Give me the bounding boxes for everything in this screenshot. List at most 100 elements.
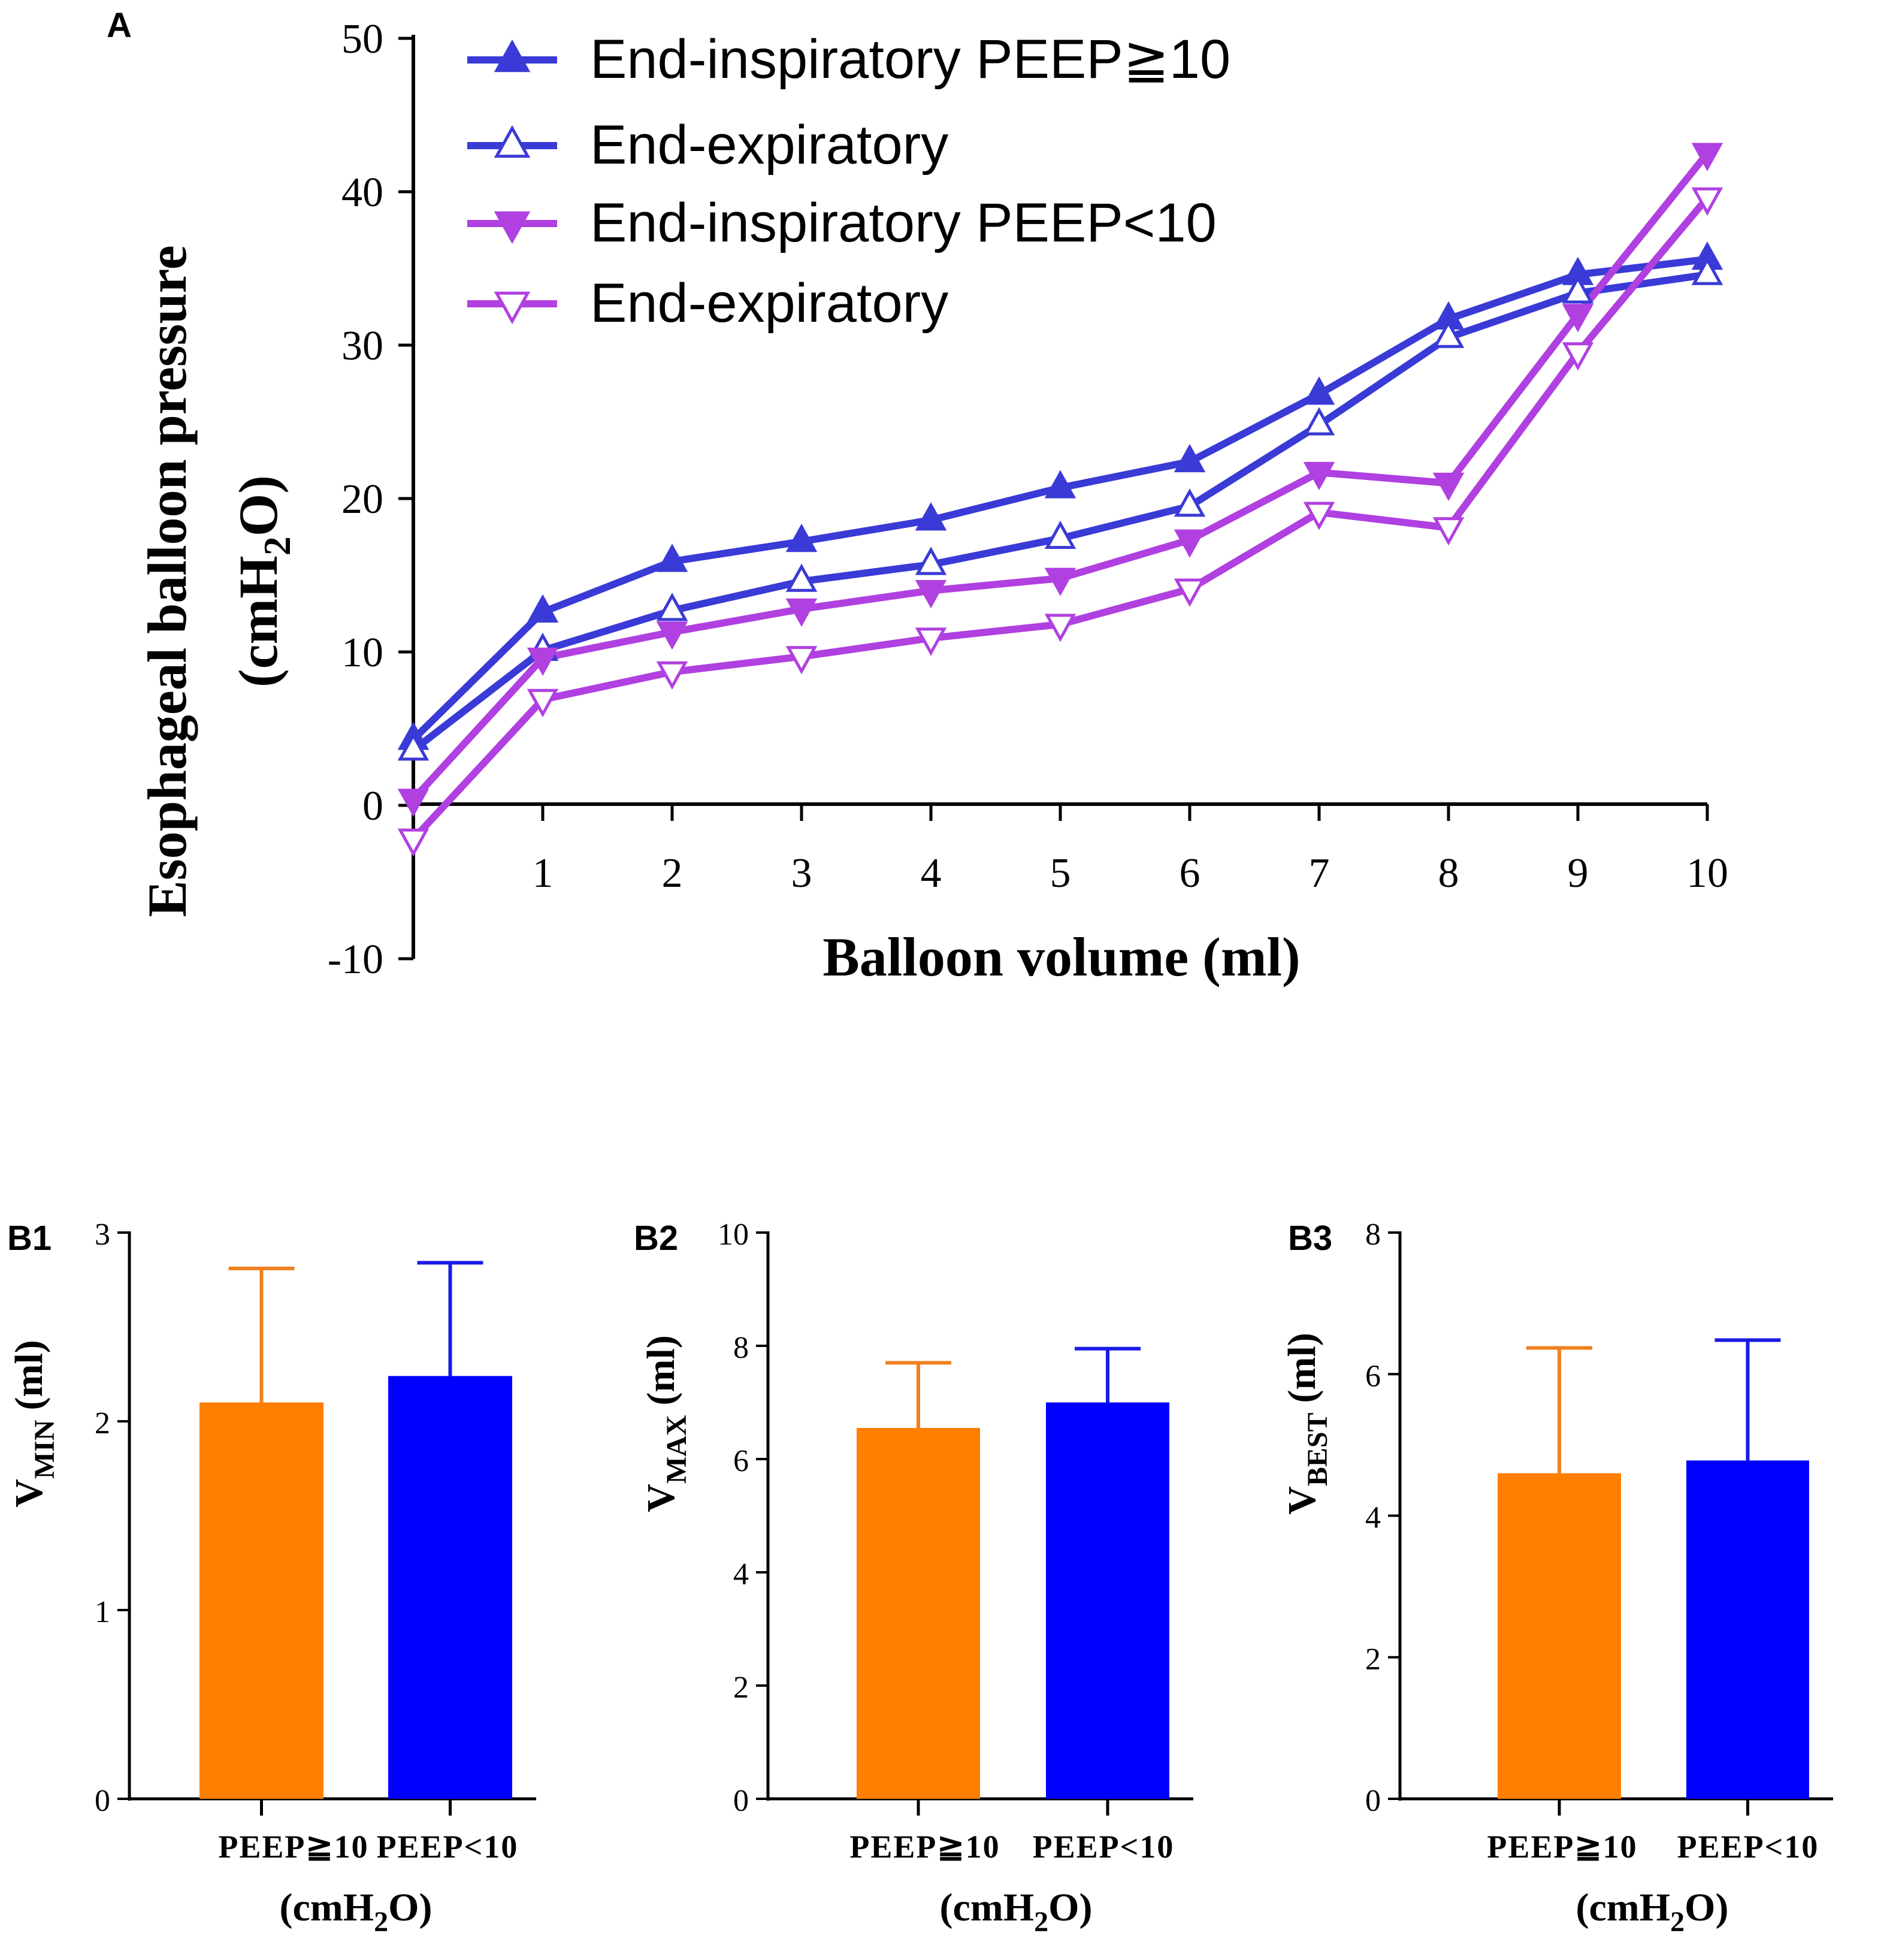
b2-x-axis-title: (cmH2O) xyxy=(940,1886,1093,1938)
panel-b3-y-title: VBEST (ml) xyxy=(1280,1333,1333,1515)
a-series-0-point xyxy=(527,594,559,623)
panel-b1-label: B1 xyxy=(7,1219,52,1258)
panel-a-y-title-unit: (cmH2O) xyxy=(228,475,298,687)
a-series-2-point xyxy=(915,580,947,609)
b3-x-unit-sub: 2 xyxy=(1670,1906,1685,1938)
a-y-tick-label: 40 xyxy=(341,170,383,216)
panel-b2-y-unit: (ml) xyxy=(639,1335,683,1405)
a-series-0-point xyxy=(1174,443,1206,473)
b3-y-tick-label: 2 xyxy=(1365,1642,1381,1677)
a-y-tick-label: 20 xyxy=(341,476,383,523)
b1-y-tick-label: 2 xyxy=(95,1406,110,1440)
a-series-2-point xyxy=(1044,567,1076,596)
a-series-3-point xyxy=(1174,578,1206,607)
a-series-3-point xyxy=(915,627,947,656)
b3-x-axis-title: (cmH2O) xyxy=(1576,1886,1729,1938)
a-y-tick-label: 0 xyxy=(362,783,383,829)
b2-bar-0 xyxy=(857,1428,980,1799)
a-series-2-point xyxy=(1174,529,1206,558)
a-series-line-1 xyxy=(411,271,1708,753)
b2-category-label-0: PEEP≧10 xyxy=(849,1829,1000,1865)
b3-y-tick-label: 0 xyxy=(1365,1784,1381,1818)
panel-b3-label: B3 xyxy=(1288,1219,1332,1258)
a-series-3-point xyxy=(1303,502,1335,530)
a-legend-marker-1 xyxy=(494,125,531,158)
b3-category-label-0: PEEP≧10 xyxy=(1487,1829,1637,1865)
a-series-2-point xyxy=(1432,472,1465,502)
b2-bar-1 xyxy=(1046,1402,1169,1799)
a-series-2-point xyxy=(785,598,818,627)
a-series-1-point xyxy=(397,732,430,761)
a-series-3-point xyxy=(1691,187,1723,216)
panel-a-y-unit-sub: 2 xyxy=(256,536,298,555)
a-x-tick-label: 4 xyxy=(921,850,942,896)
a-x-tick-label: 9 xyxy=(1568,850,1589,896)
a-legend-label-2: End-inspiratory PEEP<10 xyxy=(590,192,1217,253)
a-x-tick-label: 2 xyxy=(662,850,683,896)
panel-b1-y-v: V xyxy=(7,1479,51,1508)
panel-b2-y-v: V xyxy=(639,1484,683,1512)
a-series-2-point xyxy=(527,647,559,676)
b1-x-unit-b: O) xyxy=(388,1886,432,1929)
a-series-2-point xyxy=(1303,461,1335,491)
panel-a-x-axis-title: Balloon volume (ml) xyxy=(822,926,1300,987)
a-legend-marker-0 xyxy=(494,39,531,73)
a-series-3-point xyxy=(397,828,430,857)
b1-x-unit-sub: 2 xyxy=(374,1906,388,1938)
a-series-1-point xyxy=(1174,488,1206,517)
panel-b1-y-unit: (ml) xyxy=(7,1340,51,1410)
b1-y-tick-label: 0 xyxy=(95,1784,110,1818)
b3-category-label-1: PEEP<10 xyxy=(1677,1829,1819,1865)
panel-b3-y-sub: BEST xyxy=(1302,1412,1333,1486)
b1-bar-0 xyxy=(199,1402,323,1799)
a-series-0-point xyxy=(1303,376,1335,405)
b3-y-tick-label: 8 xyxy=(1365,1218,1381,1252)
panel-a-label: A xyxy=(107,6,132,45)
b1-y-tick-label: 1 xyxy=(95,1595,110,1629)
a-series-1-point xyxy=(1562,275,1594,304)
b2-x-unit-a: (cmH xyxy=(940,1886,1035,1929)
a-series-1-point xyxy=(1303,407,1335,436)
a-x-tick-label: 10 xyxy=(1686,850,1728,896)
a-legend-label-3: End-expiratory xyxy=(590,273,948,334)
a-legend-marker-3 xyxy=(494,291,531,325)
panel-a-y-unit-b: O) xyxy=(228,475,289,536)
b1-x-unit-a: (cmH xyxy=(280,1886,374,1929)
a-series-0-point xyxy=(656,543,688,572)
a-series-0-point xyxy=(1044,470,1076,499)
panel-a-y-unit-a: (cmH xyxy=(228,555,289,687)
b1-category-label-1: PEEP<10 xyxy=(377,1829,519,1865)
b1-y-tick-label: 3 xyxy=(95,1218,110,1252)
panel-b3-y-axis-title: VBEST (ml) xyxy=(1280,1333,1333,1515)
panel-b2-label: B2 xyxy=(634,1219,678,1258)
a-x-tick-label: 6 xyxy=(1180,850,1200,896)
a-series-3-point xyxy=(527,688,559,718)
b2-y-tick-label: 10 xyxy=(718,1218,749,1252)
a-y-tick-label: 30 xyxy=(341,323,383,369)
a-series-1-point xyxy=(1044,520,1076,549)
b3-bar-0 xyxy=(1498,1473,1621,1799)
b2-y-tick-label: 6 xyxy=(733,1444,749,1478)
panel-b3-y-v: V xyxy=(1280,1486,1324,1515)
b3-y-tick-label: 6 xyxy=(1365,1359,1381,1393)
panel-b2-y-sub: MAX xyxy=(661,1415,692,1484)
a-series-3-point xyxy=(1044,614,1076,642)
a-x-tick-label: 8 xyxy=(1438,850,1459,896)
a-series-1-point xyxy=(1432,319,1465,348)
a-series-3-point xyxy=(1432,517,1465,546)
b2-x-unit-sub: 2 xyxy=(1034,1906,1048,1938)
a-x-tick-label: 1 xyxy=(533,850,554,896)
b3-x-unit-a: (cmH xyxy=(1576,1886,1671,1929)
a-legend-marker-2 xyxy=(494,211,531,244)
b3-y-tick-label: 4 xyxy=(1365,1501,1381,1535)
panel-a-y-axis-title: Esophageal balloon pressure (cmH2O) xyxy=(137,245,298,917)
a-series-1-point xyxy=(656,593,688,621)
b2-category-label-1: PEEP<10 xyxy=(1033,1829,1175,1865)
panel-b2-y-axis-title: VMAX (ml) xyxy=(639,1335,692,1512)
panel-a: A -10 0 10 20 30 40 50 1 2 3 4 5 6 7 8 9 10 End-inspira… xyxy=(107,6,1728,987)
b1-x-axis-title: (cmH2O) xyxy=(280,1886,433,1938)
b3-bar-1 xyxy=(1686,1460,1809,1799)
a-y-tick-label: 50 xyxy=(341,16,383,62)
